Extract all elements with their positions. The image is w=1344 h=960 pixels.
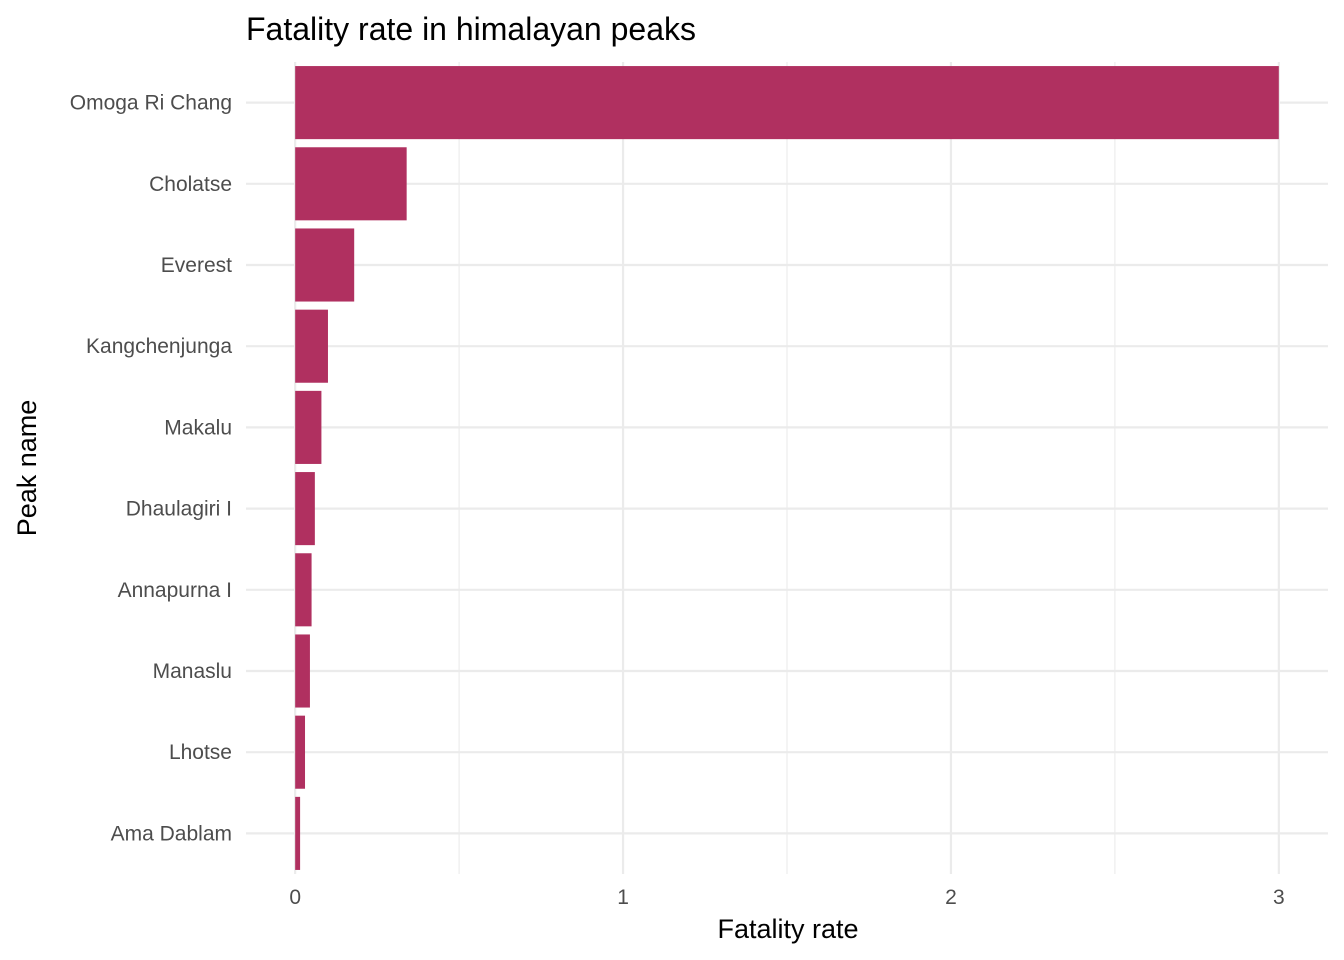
y-tick-label: Dhaulagiri I <box>126 498 232 521</box>
y-tick-label: Makalu <box>164 416 232 439</box>
y-tick-label: Annapurna I <box>118 579 232 602</box>
x-tick-label: 2 <box>945 886 957 909</box>
bar-cholatse <box>295 147 407 221</box>
y-tick-label: Everest <box>161 254 232 277</box>
x-tick-labels: 0 1 2 3 <box>289 886 1284 909</box>
bar-makalu <box>295 390 322 464</box>
chart-title: Fatality rate in himalayan peaks <box>246 11 696 47</box>
x-tick-label: 1 <box>617 886 629 909</box>
y-tick-label: Manaslu <box>153 660 232 683</box>
y-tick-label: Kangchenjunga <box>86 335 232 358</box>
y-axis-title: Peak name <box>12 400 42 537</box>
y-tick-label: Lhotse <box>169 741 232 764</box>
x-axis-title: Fatality rate <box>717 914 858 944</box>
y-tick-label: Cholatse <box>149 173 232 196</box>
bars <box>295 66 1279 870</box>
bar-annapurna-i <box>295 553 312 627</box>
y-tick-label: Omoga Ri Chang <box>70 92 232 115</box>
y-tick-labels: Omoga Ri Chang Cholatse Everest Kangchenjun… <box>70 92 233 846</box>
x-tick-label: 3 <box>1273 886 1285 909</box>
grid-lines <box>246 62 1328 874</box>
bar-kangchenjunga <box>295 309 328 383</box>
bar-omoga-ri-chang <box>295 66 1279 140</box>
bar-manaslu <box>295 634 310 708</box>
bar-everest <box>295 228 355 302</box>
bar-dhaulagiri-i <box>295 472 315 546</box>
bar-lhotse <box>295 715 306 789</box>
x-tick-label: 0 <box>289 886 301 909</box>
bar-ama-dablam <box>295 796 301 870</box>
y-tick-label: Ama Dablam <box>111 822 232 845</box>
